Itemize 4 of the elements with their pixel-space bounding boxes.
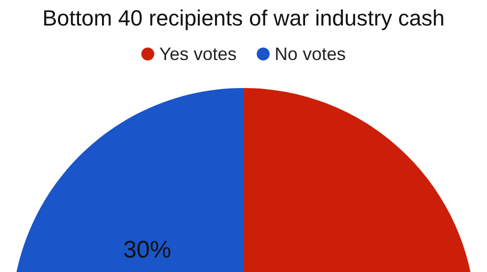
data-label: 30% [123, 236, 172, 264]
legend-label: Yes votes [159, 44, 237, 64]
legend-label: No votes [274, 44, 346, 64]
chart-title: Bottom 40 recipients of war industry cash [42, 6, 445, 30]
